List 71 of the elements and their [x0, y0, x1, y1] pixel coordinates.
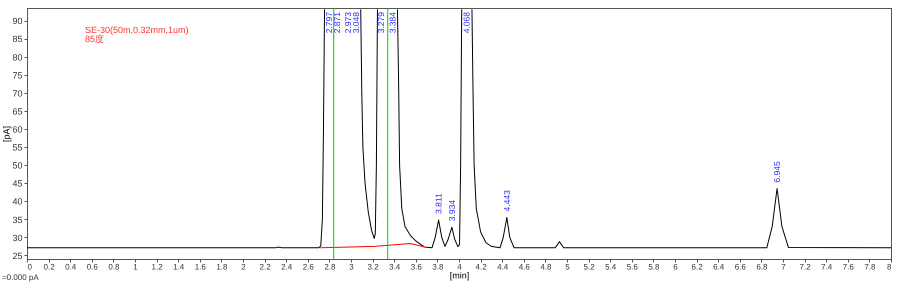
annotation: 2.871	[332, 12, 342, 34]
annotation: 3.048	[351, 12, 362, 34]
x-tick-label: 1.2	[152, 262, 164, 272]
y-tick-label: 30	[12, 232, 22, 243]
y-tick-label: 25	[12, 250, 22, 261]
x-tick-label: 1.8	[216, 262, 228, 272]
x-tick-label: 3.6	[410, 262, 422, 272]
x-tick-label: 0.6	[86, 262, 98, 272]
annotation: 6.945	[772, 161, 782, 183]
y-tick-label: 35	[12, 214, 22, 225]
annotation: 4.068	[461, 12, 472, 34]
x-tick-label: 5	[565, 262, 570, 272]
annotation: 4.443	[502, 190, 512, 212]
x-tick-label: 2.2	[260, 262, 272, 272]
x-tick-label: 4.8	[540, 262, 552, 272]
x-tick-label: 7.2	[800, 262, 812, 272]
y-tick-label: 85	[12, 34, 22, 44]
x-tick-label: 6	[673, 262, 678, 272]
x-tick-label: 8	[887, 262, 892, 272]
x-tick-label: 7.4	[821, 262, 833, 272]
x-tick-label: 3.2	[368, 262, 380, 272]
x-tick-label: 2.4	[281, 262, 293, 272]
x-tick-label: 0.2	[44, 262, 56, 272]
annotation: 3.934	[446, 200, 457, 222]
x-tick-label: 2.8	[324, 262, 336, 272]
y-tick-label: 55	[12, 142, 22, 153]
annotation: 85度	[85, 34, 104, 44]
x-tick-label: 7	[781, 262, 786, 272]
x-tick-label: 3.4	[389, 262, 401, 272]
x-tick-label: 6.2	[692, 262, 704, 272]
y-tick-label: 70	[12, 88, 22, 98]
y-tick-label: 60	[12, 124, 22, 134]
x-axis-title: [min]	[450, 270, 470, 280]
x-tick-label: 0.4	[65, 262, 77, 272]
x-tick-label: 5.6	[626, 262, 638, 272]
x-tick-label: 2.6	[302, 262, 314, 272]
annotation: 2.973	[343, 12, 354, 34]
x-tick-label: 1.4	[173, 262, 185, 272]
x-tick-label: 4.6	[518, 262, 530, 272]
x-tick-label: 6.4	[713, 262, 725, 272]
y-tick-label: 45	[12, 178, 22, 189]
x-tick-label: 7.8	[864, 262, 876, 272]
x-tick-label: 0	[28, 262, 32, 272]
x-tick-label: 4.4	[497, 262, 509, 272]
x-tick-label: 7.6	[842, 262, 854, 272]
y-tick-label: 65	[12, 106, 22, 116]
y-tick-label: 80	[12, 52, 22, 62]
annotation: 3.279	[376, 12, 386, 34]
x-tick-label: 6.6	[734, 262, 746, 272]
y-tick-label: 90	[12, 16, 22, 26]
y-axis-title: [pA]	[1, 126, 12, 142]
x-tick-label: 5.4	[605, 262, 617, 272]
x-tick-label: 5.8	[648, 262, 660, 272]
x-tick-label: 3	[349, 262, 354, 272]
x-tick-label: 5.2	[584, 262, 596, 272]
annotation: 3.384	[387, 12, 398, 34]
text: =0.000 pA	[2, 273, 40, 282]
x-tick-label: 4	[457, 262, 462, 272]
x-tick-label: 6.8	[756, 262, 768, 272]
x-tick-label: 4.2	[476, 262, 488, 272]
y-tick-label: 50	[12, 160, 22, 171]
annotation: SE-30(50m,0.32mm,1um)	[85, 25, 189, 35]
y-tick-label: 75	[12, 70, 22, 80]
annotation: 2.797	[324, 12, 334, 34]
x-tick-label: 2	[241, 262, 246, 272]
x-tick-label: 1.6	[194, 262, 206, 272]
annotation: 3.811	[434, 193, 444, 214]
x-tick-label: 1	[133, 262, 138, 272]
x-tick-label: 3.8	[432, 262, 444, 272]
y-tick-label: 40	[12, 196, 22, 207]
x-tick-label: 0.8	[108, 262, 120, 272]
